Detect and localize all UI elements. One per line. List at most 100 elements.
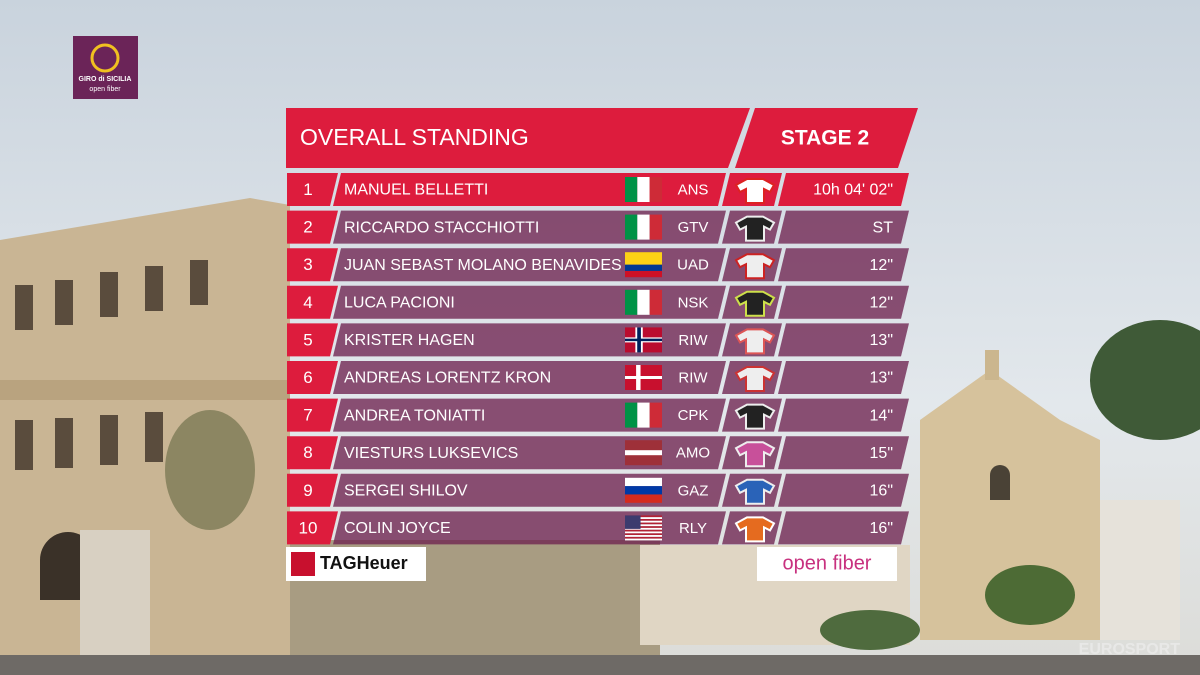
standings-table: 1 MANUEL BELLETTI ANS 10h 04' 02" 2 RICCARDO … [287,173,909,545]
gap-time: 15" [870,445,893,462]
sponsor-right: open fiber [783,552,872,574]
rank-cell [287,323,338,357]
team-code: RIW [678,369,708,386]
flag-part [625,402,638,428]
flag-part [625,536,662,539]
flag-part [625,264,662,271]
gap-time: 16" [870,483,893,500]
time-cell [778,398,909,432]
flag-part [625,538,662,541]
flag-part [625,518,662,521]
rank-cell [287,473,338,507]
rank-cell [287,210,338,244]
flag-part [637,214,650,240]
flag-part [625,270,662,278]
time-cell [778,511,909,545]
header-title: OVERALL STANDING [300,124,529,150]
gap-time: 13" [870,370,893,387]
rank-cell [287,436,338,470]
logo-title: GIRO di SICILIA [79,76,132,83]
rank-cell [287,398,338,432]
time-cell [778,361,909,394]
table-row: 4 LUCA PACIONI NSK 12" [287,285,909,319]
flag-part [625,376,662,379]
rider-name: COLIN JOYCE [344,520,451,537]
sponsor-box [757,547,897,581]
flag-part [625,486,662,495]
flag-part [625,533,662,536]
time-cell [778,210,909,244]
logo-subtitle: open fiber [89,86,121,93]
jersey [734,441,776,468]
rank-cell [287,173,338,206]
scenery [0,198,1200,675]
jersey [734,516,776,543]
team-code: UAD [677,257,709,274]
event-logo: GIRO di SICILIA open fiber [73,36,138,99]
rank-cell [287,285,338,319]
flag-part [649,214,662,240]
rider-name: MANUEL BELLETTI [344,182,488,199]
flag-part [625,517,662,519]
sponsor-mark [291,552,315,576]
team-code: CPK [678,407,709,424]
table-row: 7 ANDREA TONIATTI CPK 14" [287,398,909,432]
table-row: 3 JUAN SEBAST MOLANO BENAVIDES UAD 12" [287,248,909,282]
time-cell [778,285,909,319]
table-row: 9 SERGEI SHILOV GAZ 16" [287,473,909,507]
rider-name: JUAN SEBAST MOLANO BENAVIDES [344,257,622,274]
flag-part [625,524,662,527]
flag-part [625,515,641,529]
flag-part [625,450,662,456]
jersey [734,290,776,317]
rank: 6 [303,368,312,387]
flag-part [625,526,662,528]
flag-part [649,289,662,315]
jersey [734,215,776,242]
rider-name: SERGEI SHILOV [344,483,468,500]
team-code: NSK [678,294,709,311]
flag-part [625,522,662,525]
sponsor-left: TAGHeuer [320,553,408,573]
table-row: 1 MANUEL BELLETTI ANS 10h 04' 02" [287,173,909,206]
stage-bar [735,108,918,168]
rank: 10 [299,518,318,537]
table-row: 5 KRISTER HAGEN RIW 13" [287,323,909,357]
flag-part [625,338,662,342]
jersey [734,478,776,505]
time-cell [778,173,909,206]
flag-part [625,177,638,202]
header: OVERALL STANDING STAGE 2 [286,108,918,168]
rank: 5 [303,330,312,349]
jersey [734,253,776,280]
rank-cell [287,361,338,394]
gap-time: 13" [870,332,893,349]
flag-part [649,402,662,428]
rank: 1 [303,180,312,199]
flag-part [625,531,662,534]
flag-part [637,289,650,315]
gap-time: 12" [870,257,893,274]
table-row: 10 COLIN JOYCE RLY 16" [287,511,909,545]
rider-name: RICCARDO STACCHIOTTI [344,219,539,236]
header-bar [286,108,750,168]
flag-part [625,515,662,518]
rank-cell [287,511,338,545]
stage-label: STAGE 2 [781,127,869,150]
time-cell [778,248,909,282]
flag-part [637,177,650,202]
sponsors: TAGHeuer open fiber [286,547,897,581]
gap-time: 14" [870,407,893,424]
flag-part [649,177,662,202]
rider-name: KRISTER HAGEN [344,332,475,349]
flag-part [625,252,662,265]
flag-part [625,527,662,530]
table-row: 6 ANDREAS LORENTZ KRON RIW 13" [287,361,909,394]
table-row: 2 RICCARDO STACCHIOTTI GTV ST [287,210,909,244]
rank: 2 [303,218,312,237]
flag-part [625,494,662,503]
flag-part [625,529,662,532]
jersey [734,403,776,430]
flag-part [625,477,662,487]
